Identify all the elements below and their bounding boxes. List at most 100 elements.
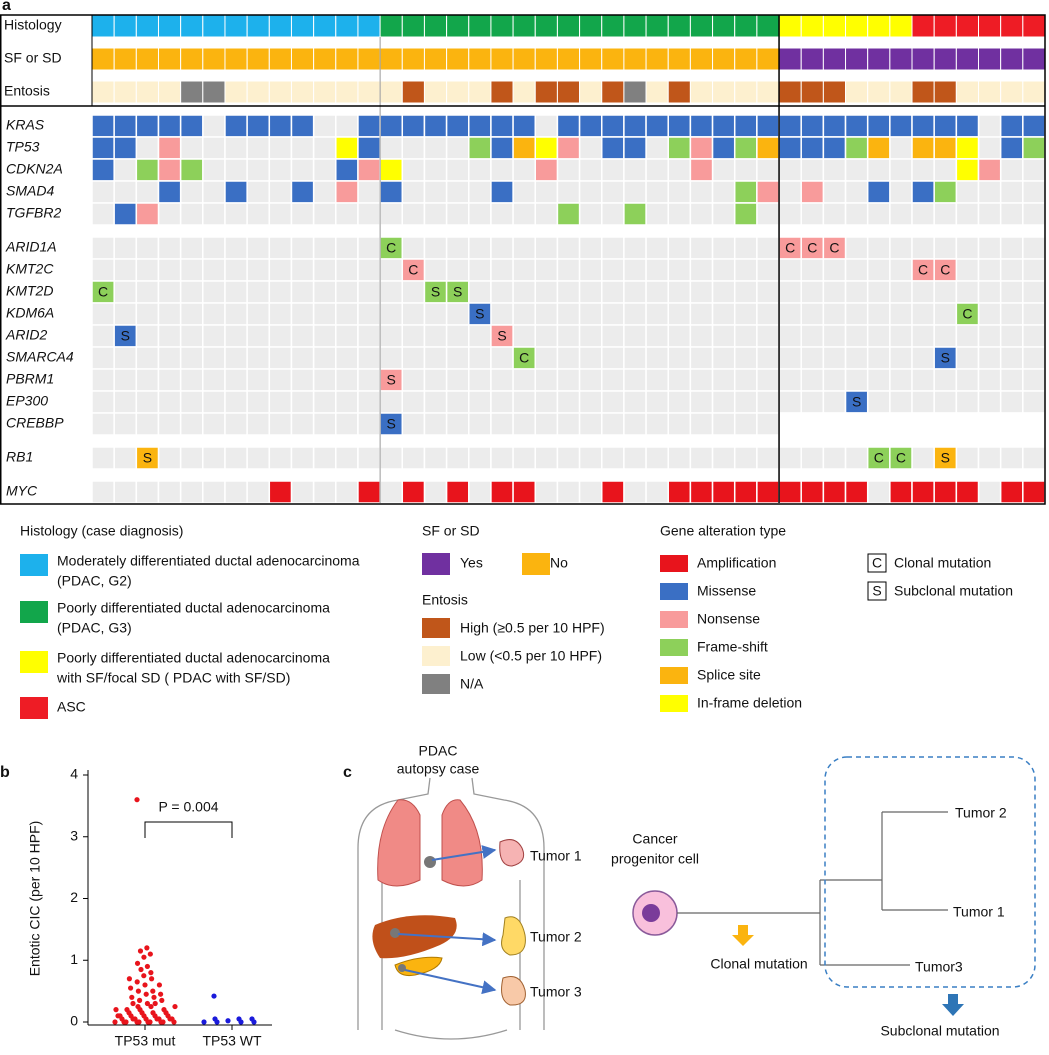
cell xyxy=(734,80,758,104)
cell xyxy=(955,80,980,104)
empty-cell xyxy=(290,158,315,182)
cell xyxy=(113,80,137,104)
empty-cell xyxy=(246,202,271,226)
point xyxy=(144,963,150,970)
empty-cell xyxy=(135,136,160,160)
empty-cell xyxy=(290,390,315,414)
empty-cell xyxy=(91,480,115,504)
empty-cell xyxy=(977,324,1002,348)
cell xyxy=(911,14,935,38)
empty-cell xyxy=(401,236,426,260)
empty-cell xyxy=(667,446,692,470)
empty-cell xyxy=(667,412,692,436)
empty-cell xyxy=(246,446,271,470)
empty-cell xyxy=(778,302,802,326)
empty-cell xyxy=(977,202,1002,226)
cell xyxy=(246,14,270,38)
alteration xyxy=(157,114,182,138)
alteration xyxy=(468,136,492,160)
empty-cell xyxy=(224,346,248,370)
point xyxy=(158,991,164,997)
alteration xyxy=(889,446,913,470)
empty-cell xyxy=(911,236,935,260)
cell xyxy=(446,14,470,38)
swatch xyxy=(422,646,450,666)
cell xyxy=(313,47,337,71)
empty-cell xyxy=(202,258,226,282)
empty-cell xyxy=(157,412,182,436)
empty-cell xyxy=(224,136,248,160)
cell xyxy=(623,80,647,104)
point xyxy=(112,1019,118,1025)
empty-cell xyxy=(733,258,758,282)
swatch xyxy=(660,583,688,600)
empty-cell xyxy=(711,280,736,304)
empty-cell xyxy=(889,324,913,348)
empty-cell xyxy=(733,158,758,182)
empty-cell xyxy=(445,446,470,470)
cell xyxy=(1000,14,1024,38)
empty-cell xyxy=(977,390,1002,414)
cell xyxy=(135,80,159,104)
alteration xyxy=(600,136,625,160)
empty-cell xyxy=(290,236,315,260)
empty-cell xyxy=(91,236,115,260)
alteration xyxy=(999,114,1024,138)
cell xyxy=(1022,47,1046,71)
empty-cell xyxy=(179,302,204,326)
alteration xyxy=(490,114,514,138)
empty-cell xyxy=(778,258,802,282)
empty-cell xyxy=(645,180,669,204)
empty-cell xyxy=(711,390,736,414)
empty-cell xyxy=(135,258,160,282)
empty-cell xyxy=(756,302,780,326)
empty-cell xyxy=(335,302,359,326)
empty-cell xyxy=(889,158,913,182)
cell xyxy=(579,47,603,71)
gene-label: MYC xyxy=(6,483,38,499)
empty-cell xyxy=(955,258,980,282)
empty-cell xyxy=(490,236,514,260)
empty-cell xyxy=(578,258,603,282)
point xyxy=(148,1003,154,1010)
cell xyxy=(246,47,270,71)
empty-cell xyxy=(379,280,404,304)
empty-cell xyxy=(312,446,337,470)
empty-cell xyxy=(999,390,1024,414)
empty-cell xyxy=(246,136,271,160)
empty-cell xyxy=(866,280,891,304)
empty-cell xyxy=(911,324,935,348)
empty-cell xyxy=(1022,368,1046,392)
empty-cell xyxy=(556,346,581,370)
alteration xyxy=(512,136,537,160)
empty-cell xyxy=(756,258,780,282)
empty-cell xyxy=(246,180,271,204)
alteration xyxy=(756,480,780,504)
cell xyxy=(601,14,625,38)
empty-cell xyxy=(91,258,115,282)
empty-cell xyxy=(379,258,404,282)
empty-cell xyxy=(379,136,404,160)
alteration xyxy=(445,480,470,504)
empty-cell xyxy=(113,346,138,370)
diagram-labels: PDAC autopsy case Tumor 1 Tumor 2 Tumor … xyxy=(397,743,1007,1039)
alteration xyxy=(490,480,514,504)
y-tick-label: 4 xyxy=(70,766,78,782)
cell xyxy=(268,47,292,71)
legend-label: (PDAC, G2) xyxy=(57,573,132,589)
empty-cell xyxy=(600,324,625,348)
empty-cell xyxy=(756,446,780,470)
swatch xyxy=(20,697,48,719)
empty-cell xyxy=(445,202,470,226)
empty-cell xyxy=(999,302,1024,326)
cell xyxy=(180,80,204,104)
empty-cell xyxy=(667,180,692,204)
empty-cell xyxy=(667,158,692,182)
empty-cell xyxy=(689,302,714,326)
empty-cell xyxy=(512,180,537,204)
alteration xyxy=(490,180,514,204)
cell xyxy=(313,14,337,38)
alteration xyxy=(135,202,160,226)
empty-cell xyxy=(379,446,404,470)
alteration xyxy=(689,136,714,160)
